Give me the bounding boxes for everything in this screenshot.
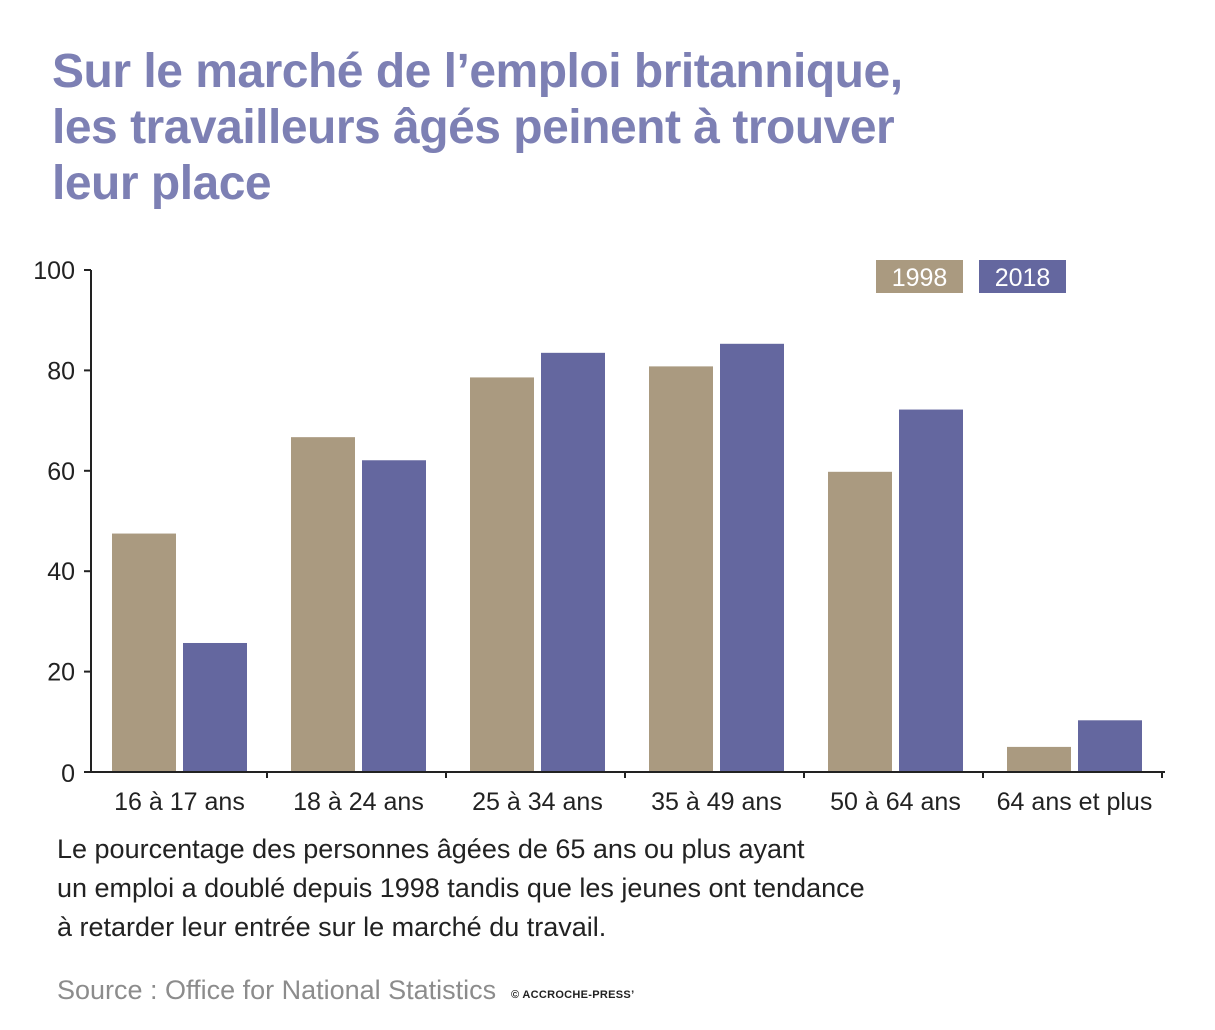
source-note: Source : Office for National Statistics bbox=[57, 975, 497, 1005]
x-tick-label: 25 à 34 ans bbox=[472, 788, 603, 816]
bar-1998-2 bbox=[291, 437, 355, 772]
bar-1998-6 bbox=[1007, 746, 1071, 772]
bar-1998-1 bbox=[112, 533, 176, 772]
legend-group: 1998 2018 bbox=[876, 260, 1066, 293]
y-tick-label: 80 bbox=[47, 357, 75, 385]
x-tick-label: 18 à 24 ans bbox=[293, 788, 424, 816]
x-tick-label: 16 à 17 ans bbox=[114, 788, 245, 816]
y-tick-label: 20 bbox=[47, 659, 75, 687]
x-tick-label: 50 à 64 ans bbox=[830, 788, 961, 816]
y-tick-label: 60 bbox=[47, 458, 75, 486]
y-tick-label: 40 bbox=[47, 558, 75, 586]
bar-2018-6 bbox=[1078, 720, 1142, 772]
bar-1998-3 bbox=[470, 377, 534, 772]
bar-2018-5 bbox=[899, 409, 963, 772]
x-tick-label: 35 à 49 ans bbox=[651, 788, 782, 816]
title-line: leur place bbox=[52, 157, 272, 210]
caption-line: à retarder leur entrée sur le marché du … bbox=[57, 912, 607, 942]
chart-title: Sur le marché de l’emploi britannique, l… bbox=[52, 44, 1172, 212]
bar-2018-3 bbox=[541, 352, 605, 772]
bar-2018-4 bbox=[720, 343, 784, 772]
chart-caption: Le pourcentage des personnes âgées de 65… bbox=[57, 830, 957, 947]
bar-1998-5 bbox=[828, 471, 892, 772]
title-line: les travailleurs âgés peinent à trouver bbox=[52, 101, 895, 154]
title-line: Sur le marché de l’emploi britannique, bbox=[52, 45, 903, 98]
caption-line: un emploi a doublé depuis 1998 tandis qu… bbox=[57, 873, 865, 903]
x-tick-label: 64 ans et plus bbox=[997, 788, 1153, 816]
credit-logo: © ACCROCHE-PRESS’ bbox=[511, 989, 635, 1001]
caption-line: Le pourcentage des personnes âgées de 65… bbox=[57, 834, 805, 864]
bar-2018-2 bbox=[362, 460, 426, 772]
bar-2018-1 bbox=[183, 642, 247, 772]
legend-swatch-1998 bbox=[876, 260, 963, 293]
legend-label-2018: 2018 bbox=[995, 264, 1051, 292]
legend-swatch-2018 bbox=[979, 260, 1066, 293]
y-tick-label: 100 bbox=[33, 257, 75, 285]
legend-label-1998: 1998 bbox=[892, 264, 948, 292]
bars-group bbox=[112, 343, 1142, 772]
bar-1998-4 bbox=[649, 366, 713, 772]
axes-group: 0 20 40 60 80 100 16 à 17 ans 18 à 24 ans 25 à 3… bbox=[33, 257, 1165, 816]
y-tick-label: 0 bbox=[61, 760, 75, 788]
